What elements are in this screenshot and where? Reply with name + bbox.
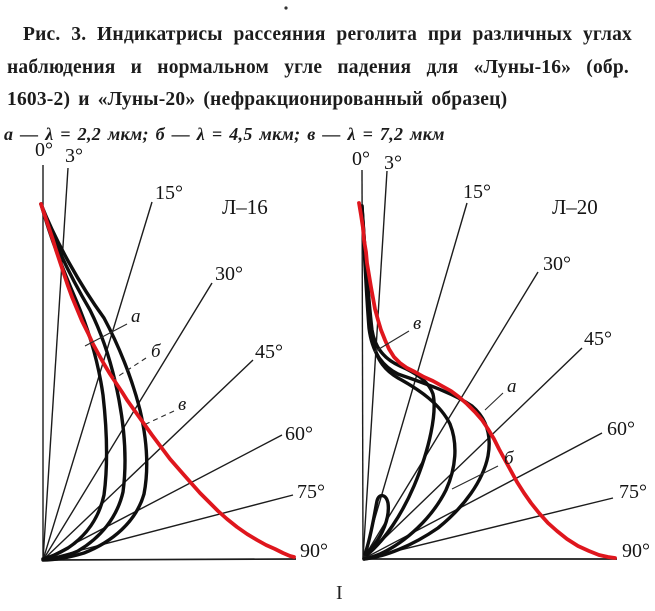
plot-l16: 0° 3° 15° 30° 45° 60° 75° 90° Л–16 а б в <box>35 139 328 562</box>
curve-v-l20 <box>360 206 436 557</box>
angle-label-60-l16: 60° <box>285 423 313 445</box>
leader-v-l20 <box>373 330 410 353</box>
ray-3deg <box>42 167 69 561</box>
angle-label-90-l16: 90° <box>300 540 328 562</box>
leader-a-l16 <box>84 323 128 347</box>
angle-label-0-l16: 0° <box>35 139 53 161</box>
ray-75deg <box>362 497 614 560</box>
plot-title-l20: Л–20 <box>552 195 598 219</box>
curve-b-l16 <box>39 202 127 561</box>
ray-30deg <box>362 271 539 560</box>
curve-label-v-l20: в <box>413 313 421 334</box>
ray-45deg <box>362 347 583 560</box>
plot-title-l16: Л–16 <box>222 195 268 219</box>
angle-label-75-l16: 75° <box>297 481 325 503</box>
backscatter-lobe-l20 <box>363 493 391 556</box>
angle-label-15-l16: 15° <box>155 182 183 204</box>
figure-caption: Рис. 3. Индикатрисы рассеяния реголита п… <box>0 19 655 150</box>
ray-3deg <box>362 170 388 560</box>
print-dot <box>284 6 288 10</box>
curve-label-v-l16: в <box>178 394 186 415</box>
caption-line-1: Рис. 3. Индикатрисы рассеяния реголита п… <box>23 24 632 45</box>
angle-label-3-l20: 3° <box>384 152 402 174</box>
angle-label-15-l20: 15° <box>463 181 491 203</box>
leader-b-l16 <box>113 357 147 380</box>
wavelength-legend: а — λ = 2,2 мкм; б — λ = 4,5 мкм; в — λ … <box>4 123 445 144</box>
caption-line-3: 1603-2) и «Луны-20» (нефракционированный… <box>7 89 508 110</box>
ray-60deg <box>42 434 283 561</box>
curve-label-a-l16: а <box>131 306 141 327</box>
curve-red-l20 <box>357 201 617 560</box>
leader-b-l20 <box>451 465 499 490</box>
caption-line-2: наблюдения и нормальном угле падения для… <box>7 56 629 78</box>
angle-label-30-l16: 30° <box>215 263 243 285</box>
curve-label-b-l20: б <box>504 448 515 469</box>
curve-v-l16 <box>39 202 149 562</box>
angle-label-60-l20: 60° <box>607 418 635 440</box>
angle-label-45-l16: 45° <box>255 341 283 363</box>
ray-30deg <box>42 282 213 561</box>
curve-label-b-l16: б <box>151 341 162 362</box>
angle-label-75-l20: 75° <box>619 481 647 503</box>
curve-red-l16 <box>39 202 296 559</box>
angle-label-3-l16: 3° <box>65 145 83 167</box>
angle-label-45-l20: 45° <box>584 328 612 350</box>
angle-label-0-l20: 0° <box>352 148 370 170</box>
leader-a-l20 <box>484 392 504 411</box>
bottom-mark: I <box>336 582 343 604</box>
angle-label-90-l20: 90° <box>622 540 650 562</box>
ray-15deg <box>42 201 153 561</box>
ray-75deg <box>42 494 294 561</box>
ray-90deg <box>42 558 297 561</box>
leader-v-l16 <box>145 410 175 425</box>
curve-label-a-l20: а <box>507 376 517 397</box>
plot-l20: 0° 3° 15° 30° 45° 60° 75° 90° Л–20 в а б <box>352 148 650 562</box>
ray-60deg <box>362 432 603 560</box>
angle-label-30-l20: 30° <box>543 253 571 275</box>
curve-a-l20 <box>360 204 491 561</box>
